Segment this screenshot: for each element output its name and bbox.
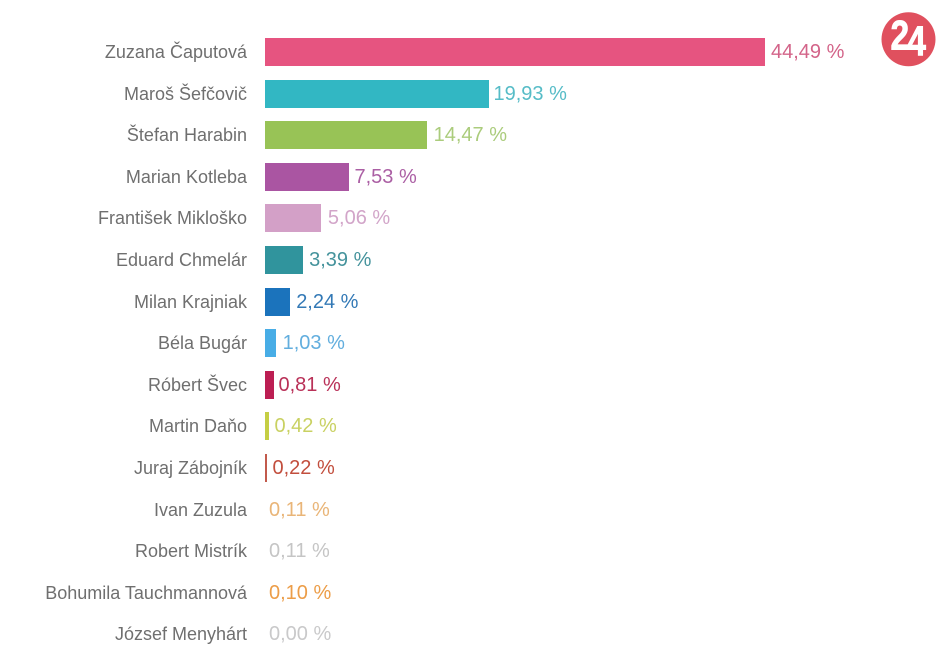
svg-text:2: 2 [891, 13, 910, 59]
svg-text:4: 4 [907, 19, 926, 65]
